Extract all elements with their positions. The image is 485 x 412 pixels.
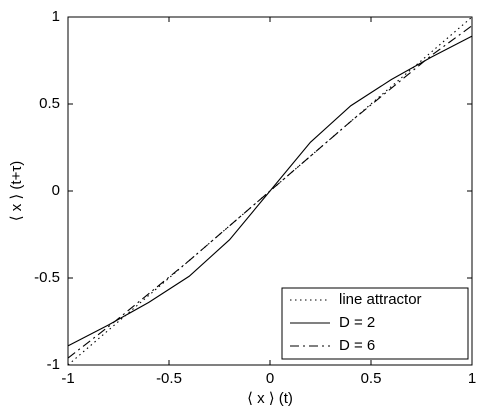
x-tick-label: -0.5 xyxy=(156,370,182,387)
legend-label: line attractor xyxy=(339,291,422,308)
x-tick-label: 1 xyxy=(468,370,476,387)
y-tick-label: -0.5 xyxy=(34,269,60,286)
series-line xyxy=(67,25,473,359)
x-tick-label: 0.5 xyxy=(361,370,382,387)
legend-label: D = 2 xyxy=(339,314,375,331)
y-tick-label: 0 xyxy=(52,182,60,199)
y-tick-label: 1 xyxy=(52,8,60,25)
series-line xyxy=(67,35,473,347)
legend-label: D = 6 xyxy=(339,337,375,354)
y-tick-label: 0.5 xyxy=(39,95,60,112)
x-tick-label: 0 xyxy=(266,370,274,387)
x-tick-label: -1 xyxy=(61,370,74,387)
y-tick-label: -1 xyxy=(47,356,60,373)
x-axis-label: ⟨ x ⟩ (t) xyxy=(247,390,293,407)
y-axis-label: ⟨ x ⟩ (t+τ) xyxy=(8,161,25,222)
